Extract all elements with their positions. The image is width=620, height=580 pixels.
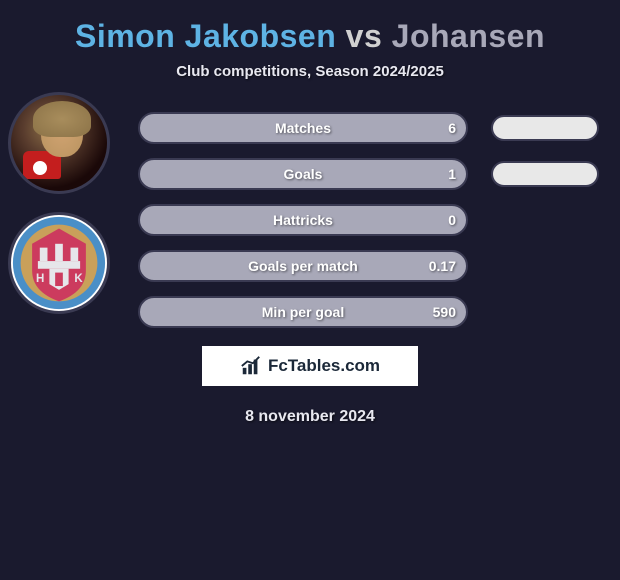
svg-text:K: K [74,273,83,285]
stat-label: Hattricks [140,212,466,228]
avatar-player2-crest: H K [8,212,110,314]
stat-value-left: 6 [448,120,456,136]
svg-text:H: H [36,273,44,285]
stat-label: Goals [140,166,466,182]
stat-value-left: 0.17 [429,258,456,274]
stat-pill-empty [485,204,605,236]
stat-pill-empty [485,296,605,328]
stat-bar-goals: Goals 1 [138,158,468,190]
snapshot-date: 8 november 2024 [0,408,620,426]
stat-bar-gpm: Goals per match 0.17 [138,250,468,282]
avatars-column: H K [8,92,118,332]
avatar-player1 [8,92,110,194]
stat-bar-matches: Matches 6 [138,112,468,144]
stat-value-left: 0 [448,212,456,228]
page-title: Simon Jakobsen vs Johansen [0,0,620,63]
watermark: FcTables.com [202,346,418,386]
stat-bar-mpg: Min per goal 590 [138,296,468,328]
comparison-panel: H K Matches 6 Goals 1 Hattricks 0 Goals … [0,98,620,338]
club-crest-icon: H K [11,215,107,311]
chart-icon [240,355,262,377]
stat-label: Goals per match [140,258,466,274]
stat-pill-matches [485,112,605,144]
stat-label: Matches [140,120,466,136]
title-player1: Simon Jakobsen [75,18,336,54]
stat-value-left: 590 [433,304,456,320]
stat-label: Min per goal [140,304,466,320]
watermark-text: FcTables.com [268,356,380,376]
stat-bars: Matches 6 Goals 1 Hattricks 0 Goals per … [138,112,468,342]
stat-pills-right [485,112,605,342]
page-root: Simon Jakobsen vs Johansen Club competit… [0,0,620,426]
stat-value-left: 1 [448,166,456,182]
title-vs: vs [346,18,383,54]
stat-pill-goals [485,158,605,190]
title-player2: Johansen [392,18,545,54]
stat-pill-empty [485,250,605,282]
stat-bar-hattricks: Hattricks 0 [138,204,468,236]
